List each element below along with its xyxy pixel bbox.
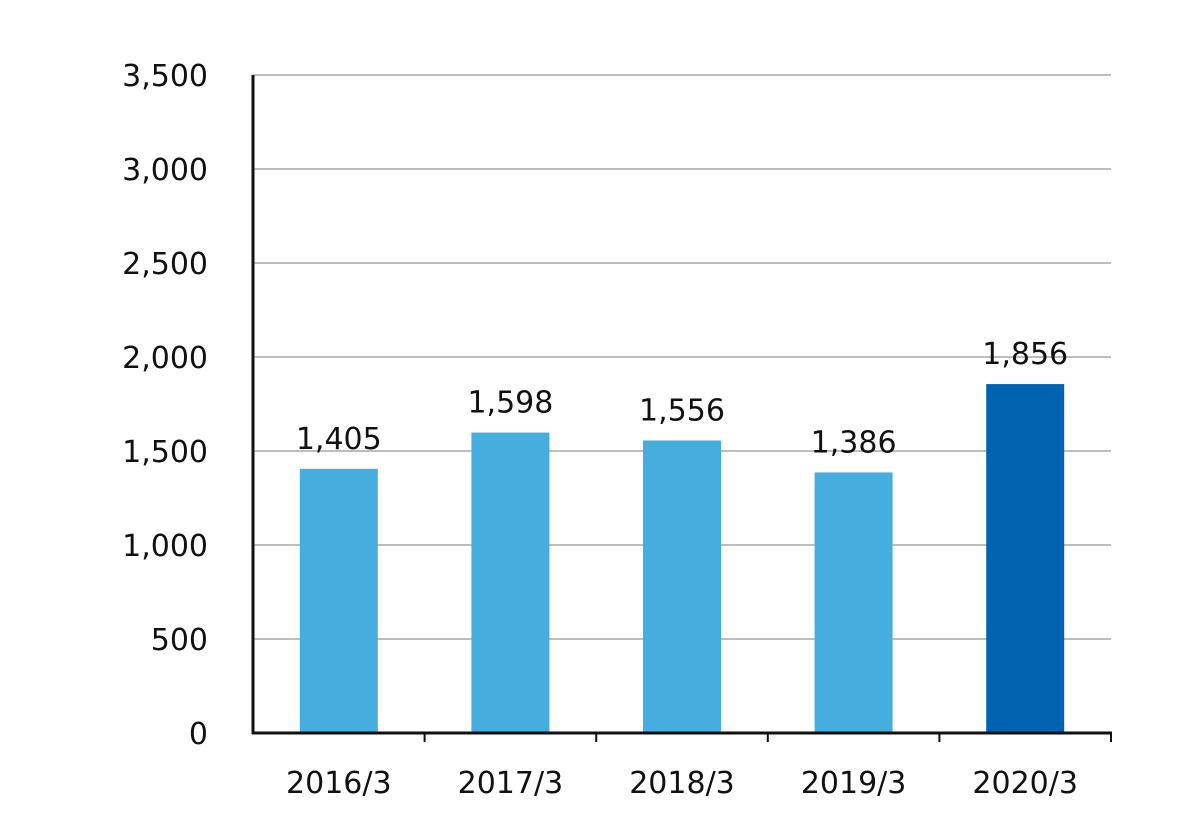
axes: [251, 75, 1112, 742]
bar: [643, 440, 721, 733]
y-tick-label: 3,000: [122, 153, 208, 188]
y-tick-label: 1,500: [122, 435, 208, 470]
data-label: 1,856: [982, 337, 1068, 372]
x-tick-label: 2017/3: [458, 766, 564, 801]
y-tick-label: 2,000: [122, 341, 208, 376]
y-tick-label: 3,500: [122, 59, 208, 94]
y-tick-label: 500: [151, 623, 208, 658]
y-tick-label: 1,000: [122, 529, 208, 564]
bar: [814, 472, 893, 733]
bar: [471, 432, 550, 733]
x-tick-label: 2016/3: [286, 766, 392, 801]
x-tick-label: 2018/3: [629, 766, 735, 801]
bar: [986, 384, 1065, 733]
bars: [299, 384, 1065, 733]
y-tick-label: 0: [189, 717, 208, 752]
x-tick-label: 2019/3: [801, 766, 907, 801]
data-label: 1,598: [467, 386, 553, 421]
data-label: 1,556: [639, 393, 725, 428]
bar: [299, 468, 378, 733]
x-tick-label: 2020/3: [972, 766, 1078, 801]
data-label: 1,386: [811, 425, 897, 460]
data-label: 1,405: [296, 422, 382, 457]
labels: 0 500 1,000 1,500 2,000 2,500 3,000 3,500 1,405 2…: [122, 59, 1078, 801]
y-tick-label: 2,500: [122, 247, 208, 282]
